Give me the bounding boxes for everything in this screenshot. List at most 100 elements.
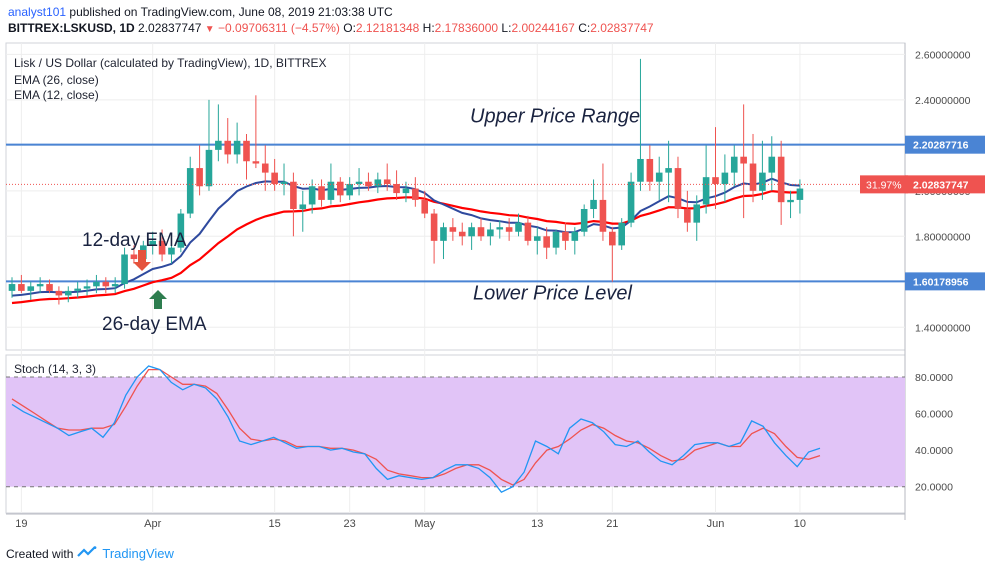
up-arrow-icon bbox=[149, 290, 167, 309]
last-change-label: 31.97% bbox=[866, 179, 902, 191]
candle-body bbox=[543, 236, 550, 248]
candle bbox=[280, 163, 288, 196]
change-tag bbox=[860, 175, 908, 194]
time-tick-label: Apr bbox=[144, 518, 161, 530]
level-price-label: 1.60178956 bbox=[913, 276, 969, 288]
candle bbox=[393, 170, 400, 200]
candle-body bbox=[533, 236, 541, 241]
chart-title: Lisk / US Dollar (calculated by TradingV… bbox=[14, 56, 327, 70]
stoch-tick-label: 60.0000 bbox=[915, 409, 953, 421]
candle-body bbox=[215, 140, 222, 150]
candle bbox=[646, 145, 654, 191]
candle bbox=[524, 215, 532, 246]
candle-body bbox=[768, 156, 776, 173]
open-value: 2.12181348 bbox=[355, 21, 420, 35]
candle-body bbox=[590, 199, 597, 210]
high-label: H: bbox=[422, 21, 435, 35]
author-link[interactable]: analyst101 bbox=[8, 5, 67, 19]
candle-body bbox=[355, 181, 363, 184]
candle bbox=[599, 163, 607, 241]
candle bbox=[102, 277, 110, 294]
candle bbox=[402, 181, 410, 203]
candle bbox=[374, 172, 382, 194]
candle-body bbox=[8, 284, 16, 291]
candle bbox=[111, 277, 119, 294]
candle-body bbox=[36, 284, 44, 287]
candle-body bbox=[684, 209, 691, 223]
candle bbox=[412, 177, 419, 207]
candle-body bbox=[458, 231, 466, 237]
candle-body bbox=[111, 284, 119, 287]
candle-body bbox=[468, 227, 475, 237]
candle bbox=[768, 136, 776, 191]
candle bbox=[299, 190, 307, 232]
candle-body bbox=[93, 281, 100, 287]
candle-body bbox=[383, 179, 391, 184]
legend-ema-26: EMA (26, close) bbox=[14, 73, 99, 87]
candle bbox=[749, 133, 757, 203]
time-tick-label: 15 bbox=[269, 518, 281, 530]
time-tick-label: 10 bbox=[794, 518, 806, 530]
candle-body bbox=[712, 177, 719, 184]
candle bbox=[543, 227, 550, 260]
candle-body bbox=[299, 204, 307, 210]
price-tick-label: 2.40000000 bbox=[915, 95, 971, 107]
high-value: 2.17836000 bbox=[434, 21, 499, 35]
candle bbox=[186, 156, 194, 219]
candle bbox=[665, 140, 672, 203]
candle-body bbox=[674, 168, 682, 210]
time-tick-label: 21 bbox=[606, 518, 618, 530]
candle bbox=[205, 99, 213, 191]
candle bbox=[505, 218, 513, 241]
candles bbox=[8, 58, 804, 305]
candle bbox=[449, 218, 457, 241]
candle-body bbox=[102, 281, 110, 287]
candle-body bbox=[515, 222, 522, 232]
level-price-label: 2.20287716 bbox=[913, 140, 969, 152]
low-label: L: bbox=[501, 21, 512, 35]
candle-body bbox=[702, 177, 710, 205]
candle bbox=[515, 213, 522, 237]
candle-body bbox=[693, 204, 701, 223]
candle-body bbox=[580, 209, 588, 232]
open-label: O: bbox=[343, 21, 356, 35]
candle bbox=[355, 168, 363, 196]
time-tick-label: 13 bbox=[531, 518, 543, 530]
tradingview-brand[interactable]: TradingView bbox=[102, 546, 174, 561]
candle-body bbox=[562, 231, 569, 241]
stoch-tick-label: 80.0000 bbox=[915, 372, 953, 384]
footer: Created with TradingView bbox=[6, 546, 174, 561]
candle-body bbox=[524, 222, 532, 241]
candle bbox=[552, 229, 560, 255]
candle-body bbox=[646, 158, 654, 182]
candle bbox=[477, 218, 485, 241]
candle bbox=[308, 179, 316, 214]
candle bbox=[337, 177, 344, 203]
candle bbox=[83, 279, 91, 296]
candle bbox=[261, 145, 269, 191]
candle bbox=[196, 145, 203, 196]
symbol-label: BITTREX:LSKUSD, 1D bbox=[8, 21, 135, 35]
candle-body bbox=[327, 181, 335, 200]
candle-body bbox=[412, 188, 419, 200]
candle bbox=[421, 190, 429, 219]
candle bbox=[430, 209, 438, 264]
price-tick-label: 2.60000000 bbox=[915, 49, 971, 61]
candle bbox=[252, 95, 260, 169]
candle-body bbox=[280, 181, 288, 184]
candle-body bbox=[365, 181, 372, 187]
candle-body bbox=[168, 247, 175, 255]
candle bbox=[149, 231, 156, 255]
quote-line: BITTREX:LSKUSD, 1D 2.02837747 ▼ −0.09706… bbox=[8, 21, 654, 35]
price-change: −0.09706311 (−4.57%) bbox=[218, 21, 340, 35]
candle bbox=[627, 172, 635, 228]
candle-body bbox=[318, 186, 325, 200]
candle bbox=[158, 229, 166, 262]
candle-body bbox=[18, 284, 25, 291]
candle-body bbox=[505, 227, 513, 232]
last-price-label: 2.02837747 bbox=[913, 179, 969, 191]
candle-body bbox=[346, 183, 353, 196]
candle bbox=[46, 279, 53, 294]
upper-price-range-label: Upper Price Range bbox=[470, 106, 640, 128]
